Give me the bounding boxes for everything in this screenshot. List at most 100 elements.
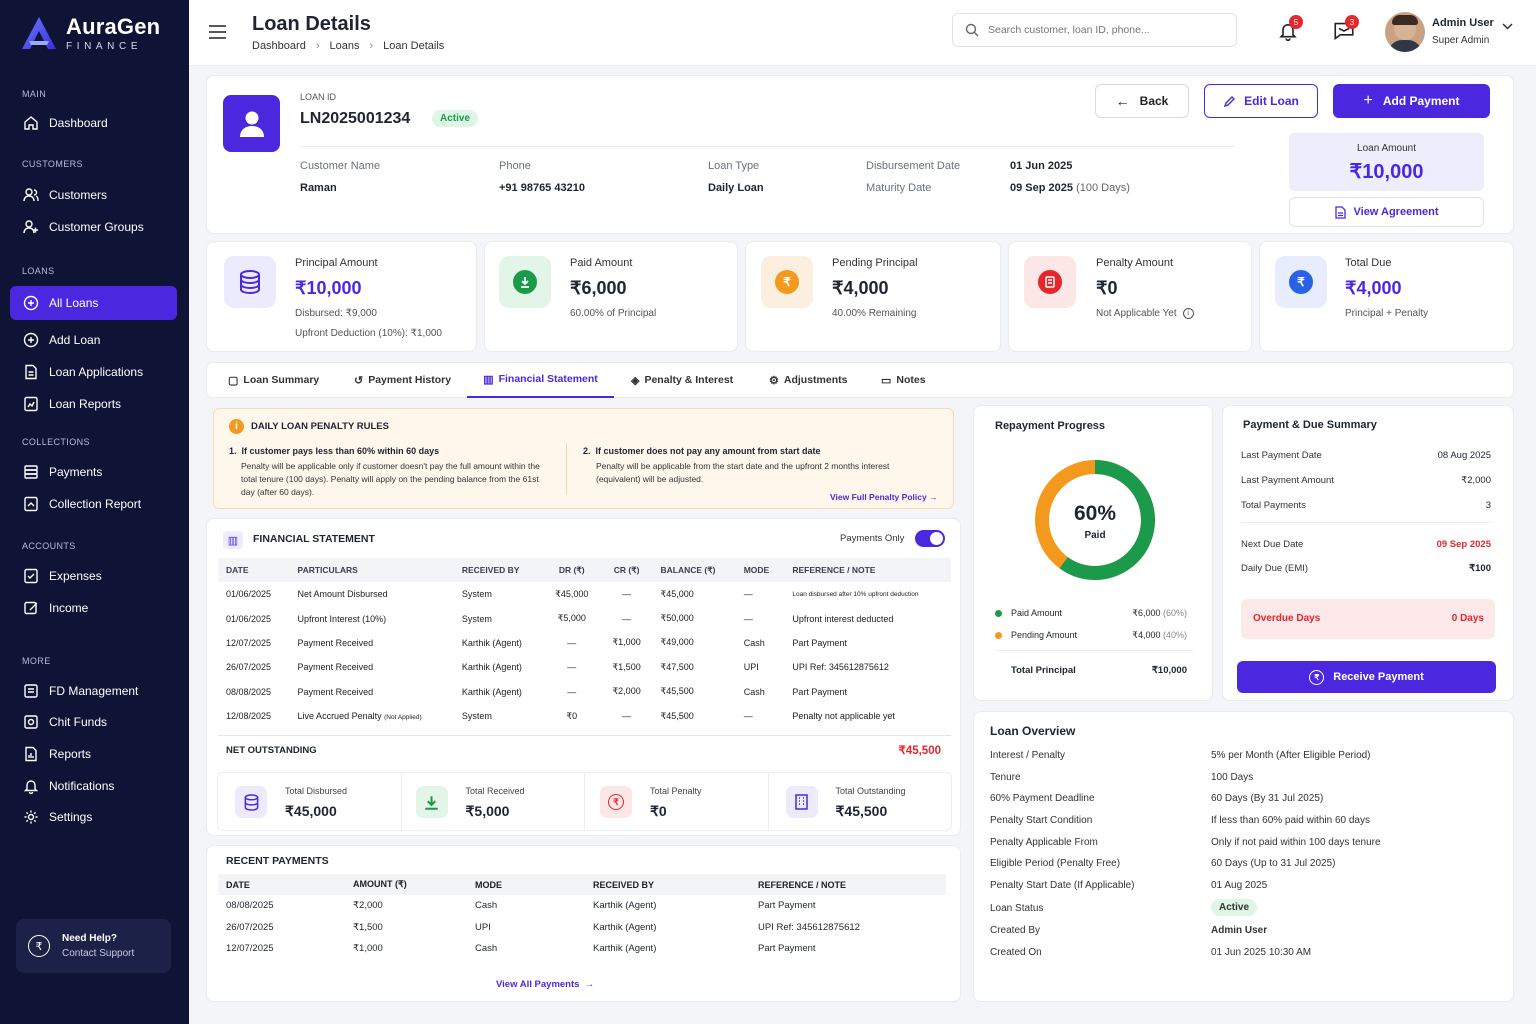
sidebar-item-dashboard[interactable]: Dashboard [10, 106, 177, 140]
arrow-left-icon: ← [1115, 93, 1130, 109]
tab-adjustments[interactable]: ⚙ Adjustments [769, 362, 847, 398]
search-box[interactable] [952, 13, 1237, 47]
cell-received-by: System [461, 589, 492, 600]
cell-reference: Part Payment [758, 900, 816, 912]
cell-mode: Cash [743, 637, 765, 648]
legend-pending-dot [995, 632, 1002, 639]
stat-value: ₹4,000 [1345, 278, 1402, 298]
brand-logo[interactable]: AuraGen FINANCE [20, 14, 160, 52]
edit-loan-button[interactable]: Edit Loan [1204, 84, 1318, 118]
sidebar-item-notifications[interactable]: Notifications [10, 769, 177, 803]
view-all-payments-link[interactable]: View All Payments → [496, 979, 594, 990]
tab-label: Loan Summary [243, 374, 320, 386]
penalty-icon: ₹ [600, 786, 632, 818]
receive-payment-button[interactable]: ₹ Receive Payment [1237, 661, 1496, 693]
document-icon [1334, 205, 1346, 219]
sidebar-item-chit-funds[interactable]: Chit Funds [10, 705, 177, 739]
table-row[interactable]: 08/08/2025 ₹2,000 Cash Karthik (Agent) Part … [218, 895, 946, 917]
phone: +91 98765 43210 [499, 182, 585, 194]
cell-date: 26/07/2025 [226, 921, 274, 933]
table-row[interactable]: 12/07/2025 Payment Received Karthik (Agent… [218, 631, 951, 655]
total-value: ₹45,000 [285, 803, 337, 819]
overview-label: 60% Payment Deadline [990, 793, 1095, 804]
sidebar-item-loan-applications[interactable]: Loan Applications [10, 355, 177, 389]
sidebar-item-add-loan[interactable]: Add Loan [10, 323, 177, 357]
info-icon[interactable]: i [1182, 308, 1194, 319]
tab-financial-statement[interactable]: ▥ Financial Statement [467, 362, 614, 398]
stat-card-paid: Paid Amount ₹6,000 60.00% of Principal [484, 241, 738, 352]
sidebar-item-payments[interactable]: Payments [10, 455, 177, 489]
back-button[interactable]: ← Back [1095, 84, 1189, 118]
cell-mode: UPI [743, 662, 759, 673]
cell-mode: Cash [743, 686, 765, 697]
folder-icon: ▭ [881, 374, 892, 387]
tab-payment-history[interactable]: ↺ Payment History [354, 362, 451, 398]
divider [566, 443, 567, 495]
table-row[interactable]: 08/08/2025 Payment Received Karthik (Agent… [218, 680, 951, 704]
breadcrumb-dashboard[interactable]: Dashboard [252, 40, 306, 52]
messages-button[interactable]: 3 [1334, 15, 1359, 43]
view-agreement-button[interactable]: View Agreement [1289, 197, 1484, 227]
stat-card-total-due: ₹ Total Due ₹4,000 Principal + Penalty [1259, 241, 1514, 352]
cell-cr: ₹1,500 [612, 661, 641, 672]
sidebar-item-reports[interactable]: Reports [10, 737, 177, 771]
sidebar-item-customers[interactable]: Customers [10, 178, 177, 212]
receive-payment-label: Receive Payment [1333, 671, 1424, 683]
table-row[interactable]: 12/07/2025 ₹1,000 Cash Karthik (Agent) Part … [218, 938, 946, 960]
tab-loan-summary[interactable]: ▢ Loan Summary [228, 362, 319, 398]
last-payment-amount: ₹2,000 [1461, 475, 1491, 486]
stat-sub: Not Applicable Yet [1096, 308, 1177, 319]
statement-title: FINANCIAL STATEMENT [253, 533, 375, 545]
nav-section-customers: CUSTOMERS [22, 159, 83, 169]
notification-button[interactable]: 5 [1278, 15, 1303, 44]
plus-icon: + [1363, 92, 1373, 109]
document-icon [22, 364, 39, 381]
overview-label: Tenure [990, 772, 1021, 783]
sidebar-item-customer-groups[interactable]: Customer Groups [10, 210, 177, 244]
camera-icon [22, 714, 39, 731]
sidebar-item-loan-reports[interactable]: Loan Reports [10, 387, 177, 421]
user-name[interactable]: Admin User [1432, 17, 1494, 29]
search-input[interactable] [988, 24, 1228, 36]
sidebar-item-collection-report[interactable]: Collection Report [10, 487, 177, 521]
sidebar-item-label: Loan Reports [49, 397, 122, 411]
cell-dr: — [567, 686, 577, 697]
help-card[interactable]: ₹ Need Help? Contact Support [16, 919, 171, 973]
help-title: Need Help? [62, 933, 118, 944]
breadcrumb-loans[interactable]: Loans [329, 40, 360, 52]
fd-icon [22, 683, 39, 700]
sidebar-item-settings[interactable]: Settings [10, 800, 177, 834]
tab-penalty-interest[interactable]: ◈ Penalty & Interest [631, 362, 733, 398]
sidebar-item-expenses[interactable]: Expenses [10, 559, 177, 593]
nav-section-collections: COLLECTIONS [22, 437, 90, 447]
customer-name-label: Customer Name [300, 160, 381, 172]
overdue-value: 0 Days [1451, 613, 1484, 624]
sidebar-item-label: Dashboard [49, 116, 108, 130]
users-icon [22, 187, 39, 204]
table-row[interactable]: 12/08/2025 Live Accrued Penalty (Not Appl… [218, 704, 951, 728]
tab-notes[interactable]: ▭ Notes [881, 362, 926, 398]
sidebar-item-label: Chit Funds [49, 715, 108, 729]
add-payment-button[interactable]: + Add Payment [1333, 84, 1490, 118]
avatar[interactable] [1385, 12, 1425, 52]
legend-paid-dot [995, 610, 1002, 617]
total-payments-label: Total Payments [1241, 500, 1306, 511]
sidebar-item-income[interactable]: Income [10, 591, 177, 625]
table-row[interactable]: 26/07/2025 ₹1,500 UPI Karthik (Agent) UPI Re… [218, 917, 946, 939]
table-row[interactable]: 01/06/2025 Upfront Interest (10%) System ₹5… [218, 606, 951, 630]
cell-reference: Part Payment [758, 943, 816, 955]
brand-name: AuraGen [66, 14, 161, 39]
sidebar-item-label: Add Loan [49, 333, 101, 347]
table-row[interactable]: 01/06/2025 Net Amount Disbursed System ₹45,… [218, 582, 951, 606]
rule-2-title: If customer does not pay any amount from… [595, 446, 821, 456]
stat-title: Paid Amount [570, 257, 633, 269]
table-row[interactable]: 26/07/2025 Payment Received Karthik (Agent… [218, 655, 951, 679]
cell-mode: Cash [475, 943, 498, 955]
next-due-date-label: Next Due Date [1241, 539, 1304, 550]
sidebar-item-fd-management[interactable]: FD Management [10, 674, 177, 708]
chevron-down-icon[interactable] [1502, 22, 1513, 34]
menu-icon[interactable] [209, 25, 226, 42]
payments-only-toggle[interactable] [915, 530, 945, 547]
sidebar-item-all-loans[interactable]: All Loans [10, 286, 177, 320]
view-penalty-policy-link[interactable]: View Full Penalty Policy → [830, 492, 938, 502]
